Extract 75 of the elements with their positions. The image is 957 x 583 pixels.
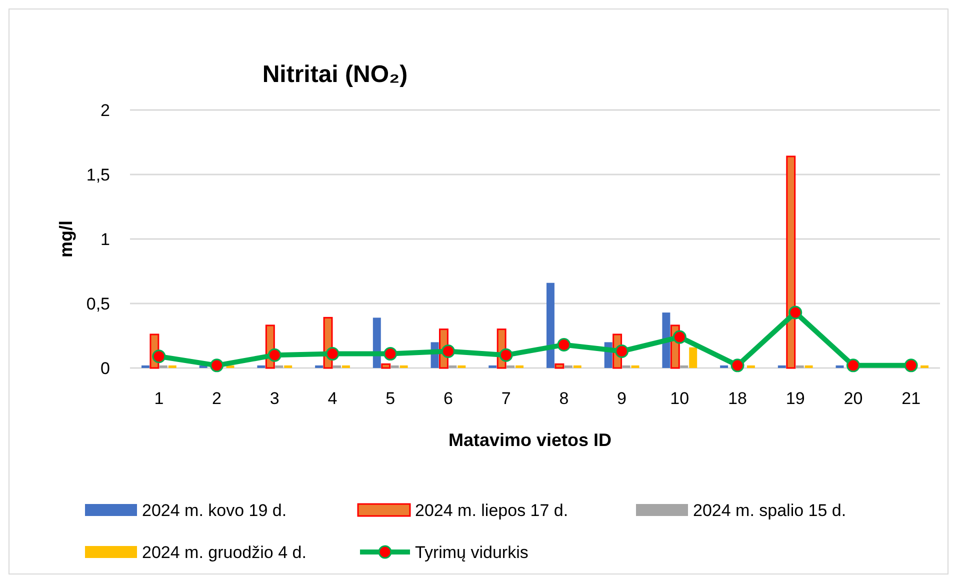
bar [516, 365, 524, 368]
bar [796, 365, 804, 368]
bar [372, 318, 381, 368]
bar [631, 365, 640, 368]
point [904, 358, 918, 372]
bar [836, 365, 844, 368]
bar [662, 312, 670, 368]
y-axis-title: mg/l [56, 220, 76, 258]
bar [506, 365, 515, 368]
y-tick-label: 2 [100, 101, 110, 120]
bar [573, 365, 582, 368]
bar [458, 365, 466, 368]
x-tick-label: 9 [617, 389, 627, 408]
bar [546, 282, 554, 368]
bar [746, 365, 755, 368]
point [557, 338, 571, 352]
bar [257, 365, 266, 368]
point [788, 306, 802, 320]
point [384, 347, 398, 361]
bar [778, 365, 786, 368]
x-tick-label: 8 [559, 389, 569, 408]
bar [342, 365, 350, 368]
x-tick-label: 18 [728, 389, 747, 408]
point [730, 358, 744, 372]
bar [564, 365, 572, 368]
point [846, 358, 860, 372]
point [326, 347, 340, 361]
x-tick-label: 10 [670, 389, 690, 408]
x-tick-label: 2 [212, 389, 222, 408]
y-tick-label: 0,5 [86, 294, 110, 314]
legend-label: 2024 m. spalio 15 d. [693, 501, 846, 520]
bar [488, 365, 497, 368]
x-tick-label: 7 [501, 389, 511, 408]
legend-label: Tyrimų vidurkis [415, 543, 528, 562]
bar [275, 365, 284, 368]
bar [400, 365, 408, 368]
point [672, 330, 686, 344]
bar [141, 365, 150, 368]
bar [159, 365, 168, 368]
point [441, 344, 455, 358]
point [210, 358, 224, 372]
bar [622, 365, 630, 368]
bar [804, 365, 813, 368]
bar [284, 365, 292, 368]
x-tick-label: 19 [786, 389, 805, 408]
x-tick-label: 4 [328, 389, 338, 408]
y-tick-label: 1,5 [86, 166, 110, 184]
bar [333, 365, 341, 368]
bar [920, 365, 929, 368]
legend-label: 2024 m. kovo 19 d. [142, 501, 287, 520]
bar [689, 347, 698, 368]
x-tick-label: 21 [902, 389, 921, 408]
bar [381, 363, 391, 369]
bar [390, 365, 399, 368]
y-tick-label: 1 [100, 230, 110, 249]
point [615, 344, 629, 358]
x-tick-label: 6 [443, 389, 453, 408]
x-tick-label: 1 [154, 389, 164, 408]
bar [315, 365, 324, 368]
bar [680, 365, 688, 368]
bar [448, 365, 457, 368]
legend-label: 2024 m. gruodžio 4 d. [142, 543, 306, 562]
point [499, 348, 513, 362]
x-tick-label: 20 [844, 389, 863, 408]
x-tick-label: 3 [270, 389, 280, 408]
x-tick-label: 5 [386, 389, 396, 408]
bar [554, 363, 564, 369]
bar [720, 365, 728, 368]
chart-title: Nitritai (NO₂) [262, 61, 408, 88]
bar [168, 365, 176, 368]
point [268, 348, 282, 362]
x-axis-title: Matavimo vietos ID [448, 430, 612, 450]
point [152, 350, 166, 364]
y-tick-label: 0 [100, 359, 110, 378]
legend-label: 2024 m. liepos 17 d. [415, 501, 568, 520]
